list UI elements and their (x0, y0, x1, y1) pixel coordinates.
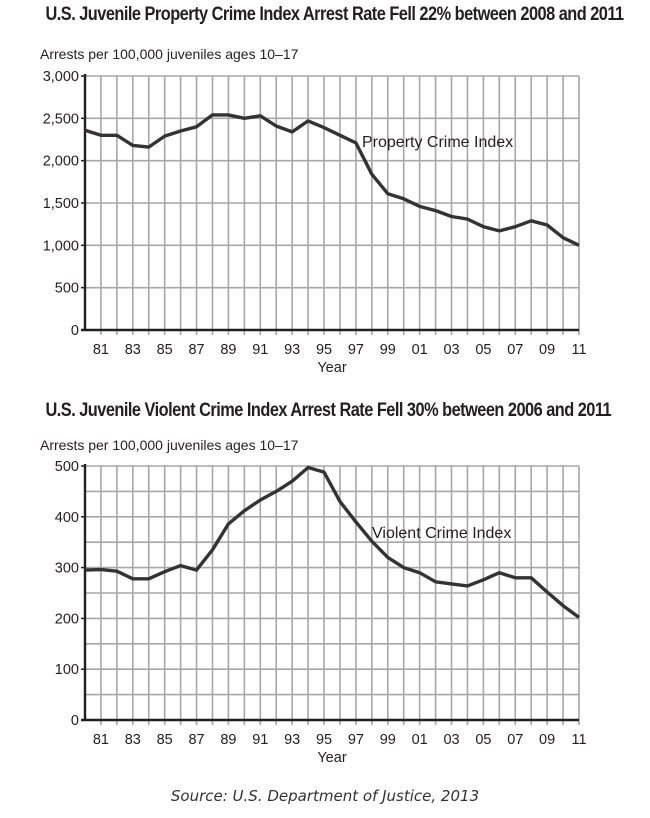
x-tick-label: 01 (412, 342, 428, 358)
y-tick-label: 3,000 (43, 69, 79, 85)
y-tick-label: 200 (55, 611, 79, 627)
grid (85, 465, 580, 725)
x-tick-label: 03 (443, 732, 459, 748)
x-tick-label: 95 (316, 732, 332, 748)
y-tick-label: 1,000 (43, 238, 79, 254)
data-line (84, 113, 580, 247)
y-tick-label: 0 (71, 323, 79, 339)
chart-title-property: U.S. Juvenile Property Crime Index Arres… (45, 4, 625, 25)
y-tick-label: 300 (55, 561, 79, 577)
x-tick-label: 81 (93, 732, 109, 748)
y-axis-label-violent: Arrests per 100,000 juveniles ages 10–17 (40, 437, 299, 453)
source-caption: Source: U.S. Department of Justice, 2013 (170, 787, 480, 805)
x-tick-label: 05 (475, 732, 491, 748)
y-tick-label: 2,500 (43, 111, 79, 127)
x-tick-label: 95 (316, 342, 332, 358)
series-label: Property Crime Index (362, 134, 513, 151)
y-axis-label-property: Arrests per 100,000 juveniles ages 10–17 (40, 46, 299, 62)
x-tick-label: 81 (93, 342, 109, 358)
x-tick-label: 97 (348, 732, 364, 748)
y-tick-label: 0 (71, 713, 79, 729)
x-tick-label: 85 (157, 732, 173, 748)
series-label: Violent Crime Index (372, 525, 511, 542)
x-tick-label: 91 (252, 342, 268, 358)
x-tick-label: 05 (475, 342, 491, 358)
chart-title-violent: U.S. Juvenile Violent Crime Index Arrest… (45, 400, 612, 421)
x-tick-label: 09 (539, 342, 555, 358)
x-tick-label: 03 (443, 342, 459, 358)
y-tick-label: 2,000 (43, 154, 79, 170)
y-tick-label: 500 (55, 281, 79, 297)
data-line (84, 465, 581, 619)
x-tick-label: 87 (188, 342, 204, 358)
x-tick-label: 07 (507, 732, 523, 748)
x-tick-label: 99 (380, 342, 396, 358)
x-tick-label: 09 (539, 732, 555, 748)
x-tick-label: 93 (284, 732, 300, 748)
y-tick-label: 500 (55, 459, 79, 475)
x-tick-label: 91 (252, 732, 268, 748)
y-tick-label: 1,500 (43, 196, 79, 212)
x-axis-title: Year (317, 750, 346, 766)
x-tick-label: 07 (507, 342, 523, 358)
property-crime-chart: 0 500 1,000 1,500 2,000 2,500 3,000 81 83 85 87 89 9… (43, 69, 587, 376)
x-tick-label: 93 (284, 342, 300, 358)
y-tick-label: 100 (55, 662, 79, 678)
x-tick-label: 83 (125, 732, 141, 748)
x-tick-label: 99 (380, 732, 396, 748)
x-tick-label: 11 (571, 732, 586, 748)
x-tick-label: 01 (412, 732, 428, 748)
x-tick-label: 89 (220, 732, 236, 748)
x-tick-label: 87 (188, 732, 204, 748)
x-tick-label: 83 (125, 342, 141, 358)
x-axis-title: Year (317, 360, 346, 376)
x-tick-label: 97 (348, 342, 364, 358)
y-tick-label: 400 (55, 510, 79, 526)
x-tick-label: 89 (220, 342, 236, 358)
x-tick-label: 11 (571, 342, 586, 358)
x-tick-label: 85 (157, 342, 173, 358)
